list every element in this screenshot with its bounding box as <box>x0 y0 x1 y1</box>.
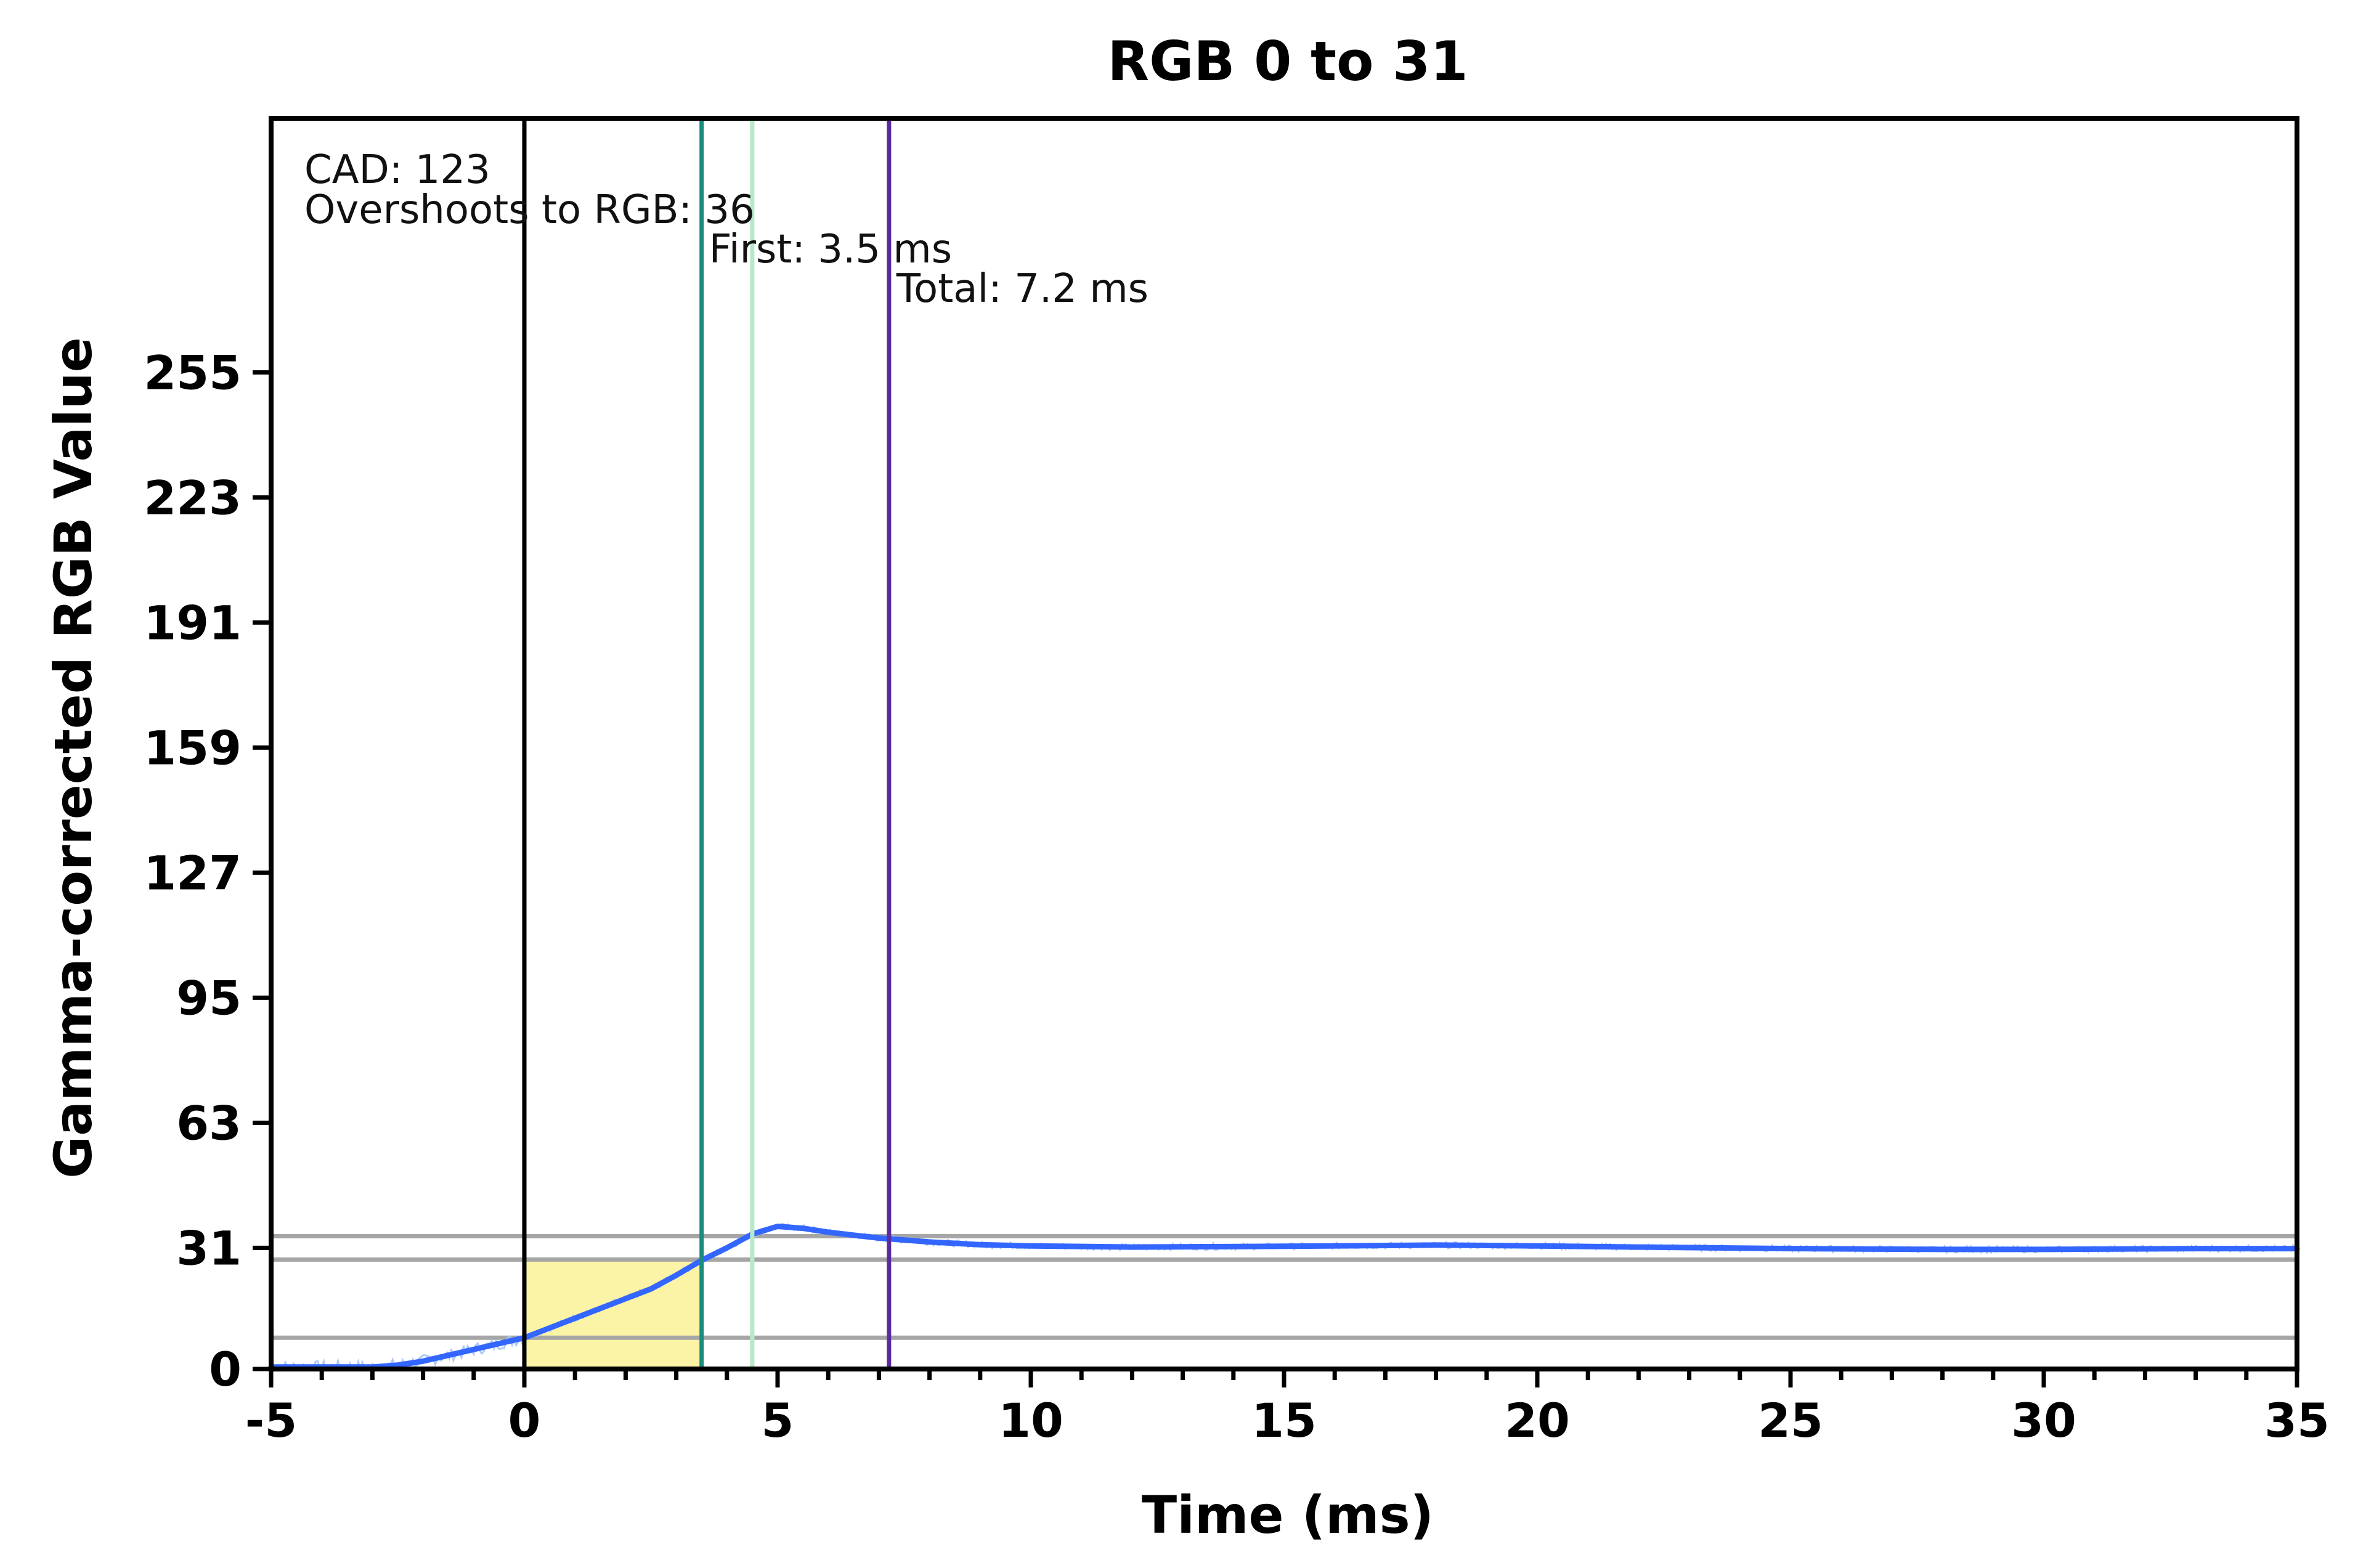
annotation-cad: CAD: 123 <box>304 147 490 193</box>
x-tick-label: 35 <box>2264 1393 2330 1448</box>
y-tick-label: 159 <box>144 720 242 775</box>
y-tick-label: 127 <box>144 845 242 900</box>
x-tick-label: 20 <box>1505 1393 1570 1448</box>
plot-frame <box>269 116 2299 1371</box>
x-tick-label: 5 <box>762 1393 794 1448</box>
x-tick-label: 0 <box>508 1393 541 1448</box>
y-tick-label: 95 <box>176 970 242 1025</box>
x-tick-label: 25 <box>1758 1393 1823 1448</box>
y-tick-label: 63 <box>176 1095 242 1150</box>
annotation-total-response: Total: 7.2 ms <box>896 266 1148 312</box>
y-tick-label: 255 <box>144 345 242 400</box>
y-axis-label: Gamma-corrected RGB Value <box>43 337 104 1178</box>
y-tick-label: 0 <box>209 1342 242 1397</box>
y-tick-label: 223 <box>144 470 242 525</box>
x-axis-label: Time (ms) <box>1142 1485 1434 1545</box>
x-tick-label: -5 <box>245 1393 297 1448</box>
y-tick-label: 191 <box>144 595 242 650</box>
x-tick-label: 15 <box>1251 1393 1317 1448</box>
annotation-overshoot: Overshoots to RGB: 36 <box>304 187 755 233</box>
x-tick-label: 10 <box>998 1393 1063 1448</box>
annotation-first-response: First: 3.5 ms <box>709 227 952 272</box>
x-tick-label: 30 <box>2011 1393 2076 1448</box>
chart-title: RGB 0 to 31 <box>1107 30 1468 93</box>
y-tick-label: 31 <box>176 1221 242 1275</box>
